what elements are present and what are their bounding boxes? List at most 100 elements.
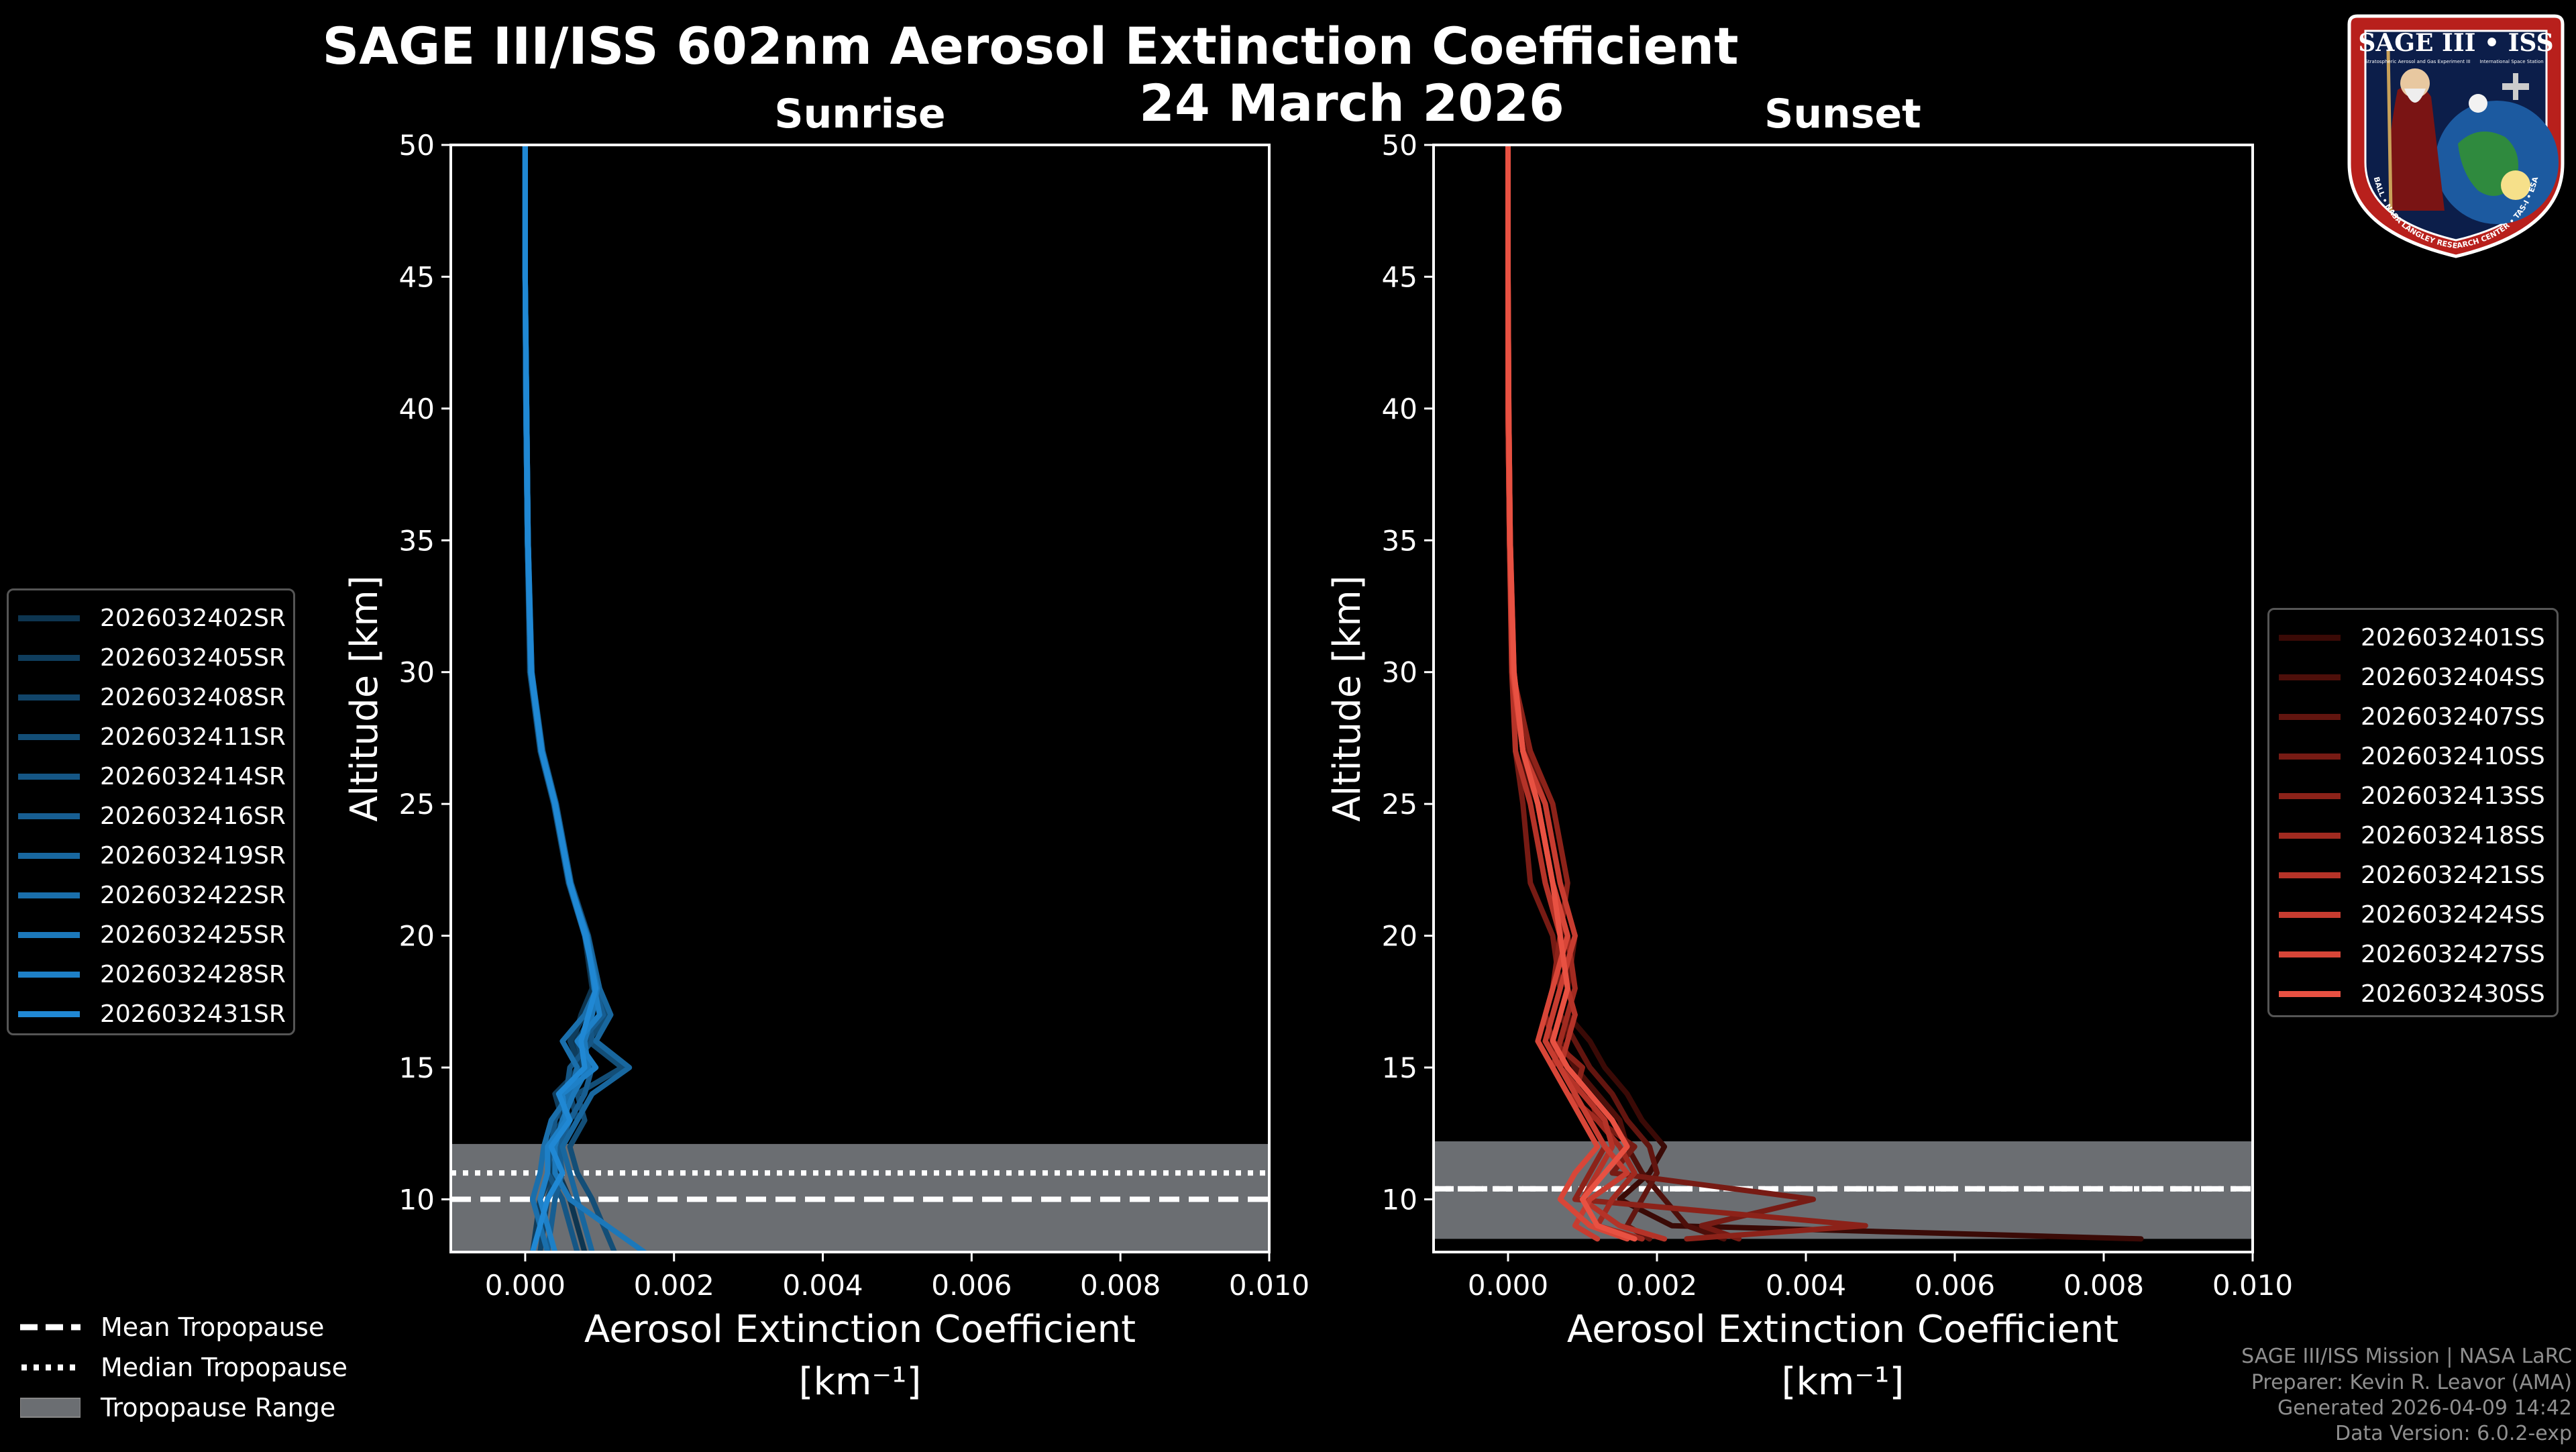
tropopause-range-entry: Tropopause Range: [20, 1389, 335, 1427]
series-line-2026032401SS: [1505, 145, 2144, 1242]
sunset-x-tick-label: 0.008: [2063, 1269, 2144, 1302]
legend-swatch: [18, 694, 80, 701]
legend-entry-2026032425SR: 2026032425SR: [9, 915, 286, 954]
legend-entry-2026032405SR: 2026032405SR: [9, 638, 286, 677]
legend-label: 2026032402SR: [100, 604, 286, 632]
sunset-panel: Sunset 0.000 0.002 0.004 0.006 0.008 0.010 10 15…: [1326, 91, 2293, 1404]
sunset-y-tick-label: 50: [1382, 129, 1417, 162]
sunrise-y-tick-label: 30: [399, 656, 435, 689]
legend-label: 2026032425SR: [100, 921, 286, 949]
median-tropopause-label: Median Tropopause: [101, 1353, 347, 1382]
legend-entry-2026032404SS: 2026032404SS: [2269, 658, 2545, 696]
sunrise-y-tick-label: 20: [399, 920, 435, 953]
sunrise-legend: 2026032402SR 2026032405SR 2026032408SR 2026…: [7, 588, 295, 1035]
sunrise-x-axis-unit: [km⁻¹]: [799, 1360, 922, 1404]
legend-swatch: [18, 733, 80, 740]
legend-entry-2026032427SS: 2026032427SS: [2269, 935, 2545, 974]
series-line-2026032404SS: [1505, 145, 1727, 1242]
legend-label: 2026032413SS: [2361, 782, 2545, 810]
legend-swatch: [2279, 872, 2341, 878]
legend-entry-2026032428SR: 2026032428SR: [9, 955, 286, 994]
legend-label: 2026032431SR: [100, 1000, 286, 1028]
logo-station: International Space Station: [2479, 59, 2543, 64]
footer-preparer: Preparer: Kevin R. Leavor (AMA): [2251, 1371, 2572, 1394]
sunset-y-axis-label: Altitude [km]: [1326, 575, 1369, 821]
legend-swatch: [2279, 674, 2341, 680]
legend-entry-2026032401SS: 2026032401SS: [2269, 618, 2545, 657]
sunset-y-tick-label: 40: [1382, 393, 1417, 425]
series-line-2026032431SR: [522, 145, 599, 1252]
legend-entry-2026032422SR: 2026032422SR: [9, 876, 286, 915]
legend-swatch: [18, 813, 80, 819]
legend-label: 2026032427SS: [2361, 940, 2545, 968]
sunset-legend: 2026032401SS 2026032404SS 2026032407SS 2026…: [2267, 608, 2559, 1017]
sunrise-y-tick-label: 35: [399, 524, 435, 557]
sunrise-plot-area: [451, 145, 1269, 1252]
sunrise-x-tick-label: 0.004: [782, 1269, 863, 1302]
sunrise-x-tick-label: 0.006: [931, 1269, 1012, 1302]
sunrise-y-tick-label: 45: [399, 260, 435, 293]
legend-entry-2026032411SR: 2026032411SR: [9, 717, 286, 756]
dashed-line-swatch: [20, 1324, 80, 1331]
sunrise-x-tick-label: 0.002: [634, 1269, 714, 1302]
sunrise-axes-frame: [449, 144, 1271, 1253]
legend-swatch: [2279, 911, 2341, 918]
sunrise-y-tick-label: 50: [399, 129, 435, 162]
sunrise-x-tick-label: 0.010: [1229, 1269, 1309, 1302]
sage-iii-iss-logo: SAGE III • ISS Stratospheric Aerosol and…: [2344, 9, 2568, 262]
legend-entry-2026032424SS: 2026032424SS: [2269, 895, 2545, 934]
logo-title: SAGE III • ISS: [2358, 29, 2553, 57]
sunrise-y-axis-label: Altitude [km]: [343, 575, 386, 821]
sunrise-y-tick-label: 15: [399, 1051, 435, 1084]
legend-label: 2026032416SR: [100, 802, 286, 830]
legend-swatch: [18, 1010, 80, 1017]
legend-swatch: [18, 773, 80, 780]
legend-label: 2026032414SR: [100, 762, 286, 790]
sunset-x-axis-unit: [km⁻¹]: [1782, 1360, 1904, 1404]
legend-swatch: [2279, 951, 2341, 957]
legend-entry-2026032410SS: 2026032410SS: [2269, 737, 2545, 776]
legend-label: 2026032401SS: [2361, 623, 2545, 652]
legend-entry-2026032414SR: 2026032414SR: [9, 757, 286, 796]
sunrise-x-tick-label: 0.008: [1080, 1269, 1161, 1302]
sunset-y-tick-label: 25: [1382, 788, 1417, 821]
legend-swatch: [2279, 753, 2341, 760]
legend-label: 2026032408SR: [100, 683, 286, 711]
legend-swatch: [18, 654, 80, 661]
legend-label: 2026032421SS: [2361, 861, 2545, 889]
legend-entry-2026032419SR: 2026032419SR: [9, 836, 286, 875]
footer-mission: SAGE III/ISS Mission | NASA LaRC: [2241, 1345, 2572, 1368]
range-swatch: [20, 1398, 80, 1418]
logo-subtitle: Stratospheric Aerosol and Gas Experiment…: [2365, 59, 2470, 64]
legend-label: 2026032419SR: [100, 841, 286, 870]
sunrise-subtitle: Sunrise: [774, 91, 945, 138]
legend-entry-2026032408SR: 2026032408SR: [9, 678, 286, 717]
legend-label: 2026032428SR: [100, 960, 286, 988]
sunset-y-tick-label: 45: [1382, 260, 1417, 293]
legend-label: 2026032405SR: [100, 643, 286, 672]
sunrise-y-tick-label: 25: [399, 788, 435, 821]
legend-swatch: [18, 615, 80, 621]
legend-label: 2026032407SS: [2361, 703, 2545, 731]
sunset-y-tick-label: 20: [1382, 920, 1417, 953]
logo-emblem: SAGE III • ISS Stratospheric Aerosol and…: [2347, 14, 2565, 258]
mean-tropopause-label: Mean Tropopause: [101, 1312, 325, 1342]
sunset-y-tick-label: 15: [1382, 1051, 1417, 1084]
legend-swatch: [18, 892, 80, 898]
legend-label: 2026032430SS: [2361, 980, 2545, 1008]
series-line-2026032421SS: [1505, 145, 1668, 1242]
legend-label: 2026032422SR: [100, 881, 286, 909]
median-tropopause-entry: Median Tropopause: [20, 1349, 347, 1386]
sunset-y-tick-label: 30: [1382, 656, 1417, 689]
sunset-axes-frame: [1432, 144, 2254, 1253]
dotted-line-swatch: [21, 1364, 80, 1371]
legend-label: 2026032418SS: [2361, 821, 2545, 849]
sunset-subtitle: Sunset: [1764, 91, 1921, 138]
legend-entry-2026032421SS: 2026032421SS: [2269, 855, 2545, 894]
legend-label: 2026032411SR: [100, 723, 286, 751]
footer-version: Data Version: 6.0.2-exp: [2334, 1422, 2572, 1445]
sunrise-x-axis-label: Aerosol Extinction Coefficient: [584, 1308, 1136, 1351]
legend-swatch: [18, 931, 80, 938]
